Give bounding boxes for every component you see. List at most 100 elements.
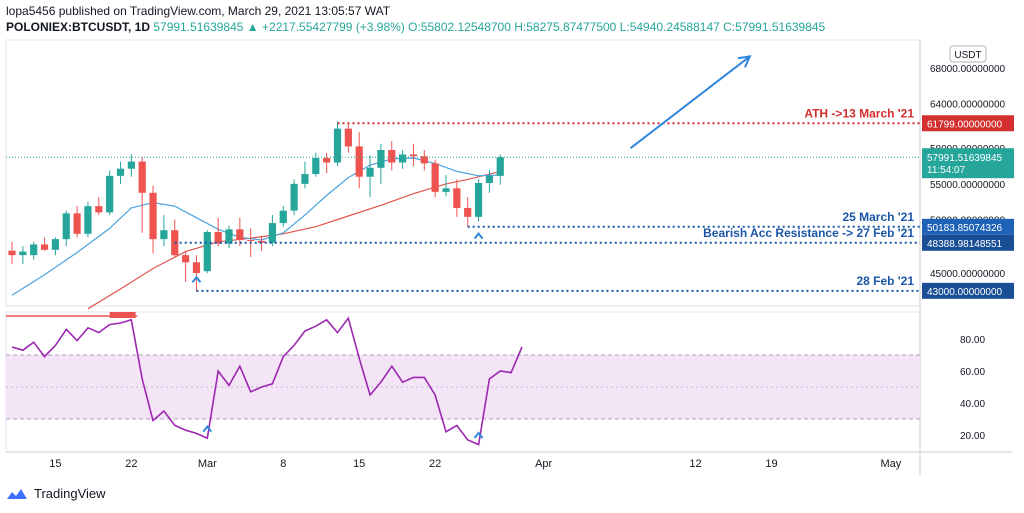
rsi-chevron-marker [202,424,213,433]
level-annotation: 28 Feb '21 [856,274,914,288]
candle-up [312,158,320,175]
time-tick-label: 15 [49,458,61,470]
brand-name: TradingView [34,486,106,501]
candle-up [203,232,211,272]
price-tick-label: 64000.00000000 [930,100,1006,111]
symbol-ohlc-line: POLONIEX:BTCUSDT, 1D 57991.51639845 ▲ +2… [6,20,825,34]
candle-down [214,232,222,244]
candle-up [399,154,407,163]
candle-up [84,206,92,234]
candle-up [116,168,125,176]
time-tick-label: 22 [125,458,137,470]
price-change: ▲ +2217.55427799 (+3.98%) [246,20,405,34]
candle-up [485,175,493,183]
price-chevron-marker [191,275,202,283]
rsi-chevron-marker [473,431,484,439]
candle-down [388,150,396,163]
candle-down [344,128,352,147]
candle-up [19,251,27,256]
level-price-badge [922,115,1014,132]
candle-down [182,255,190,263]
ma-slow-line [87,170,501,310]
candle-down [355,146,363,177]
candle-up [301,174,309,184]
countdown-label: 11:54:07 [927,165,966,176]
currency-box [949,45,987,63]
candle-down [323,158,331,163]
candle-down [409,154,418,157]
rsi-tick-label: 20.00 [960,431,985,442]
time-tick-label: 19 [765,458,777,470]
candle-down [453,188,461,208]
ohlc-high: H:58275.87477500 [514,20,617,34]
candle-up [366,167,374,177]
candle-down [40,244,49,250]
time-tick-label: 22 [429,458,441,470]
price-tick-label: 68000.00000000 [930,64,1006,75]
rsi-tick-label: 60.00 [960,367,985,378]
candle-up [225,229,233,244]
last-price-badge [922,148,1014,179]
candle-down [8,250,16,256]
rsi-line [11,316,523,446]
candle-down [236,229,244,241]
overbought-marker-block [109,312,136,318]
candle-down [73,213,81,234]
candle-up [160,230,168,240]
price-tick-label: 45000.00000000 [930,269,1006,280]
candle-up [377,150,385,168]
trend-arrow-head [737,55,752,68]
candle-up [290,183,298,211]
level-annotation: Bearish Acc Resistance -> 27 Feb '21 [703,226,914,240]
level-price-label: 48388.98148551 [927,239,1003,250]
price-tick-label: 55000.00000000 [930,180,1006,191]
level-price-label: 43000.00000000 [927,287,1003,298]
time-tick-label: May [880,458,901,470]
candle-down [420,156,428,164]
trend-arrow-shaft [629,55,751,150]
candle-up [496,157,504,176]
level-price-badge [922,218,1014,235]
time-tick-label: Apr [535,458,552,470]
candle-up [268,223,276,243]
level-price-label: 50183.85074326 [927,223,1003,234]
candle-up [62,213,70,240]
candle-down [247,240,255,242]
time-tick-label: 8 [280,458,286,470]
candle-down [149,192,157,240]
candle-down [192,262,201,273]
candle-up [333,128,342,163]
tradingview-logo-icon [7,488,27,499]
ohlc-open: O:55802.12548700 [408,20,511,34]
rsi-tick-label: 40.00 [960,399,985,410]
candle-up [51,239,59,250]
level-annotation: 25 March '21 [842,210,914,224]
currency-label: USDT [954,50,981,61]
publish-info: lopa5456 published on TradingView.com, M… [6,4,391,18]
candle-down [138,161,146,193]
level-price-badge [922,282,1014,299]
time-tick-label: 15 [353,458,365,470]
candle-up [106,175,114,213]
level-price-label: 61799.00000000 [927,119,1003,130]
price-chevron-marker [473,231,484,240]
last-price-header: 57991.51639845 [153,20,244,34]
ohlc-low: L:54940.24588147 [619,20,720,34]
level-annotation: ATH ->13 March '21 [804,106,914,120]
footer: TradingView [6,486,106,501]
ohlc-close: C:57991.51639845 [723,20,826,34]
candle-down [464,207,472,217]
last-price-label: 57991.51639845 [927,153,1003,164]
symbol-title: POLONIEX:BTCUSDT, 1D [6,20,151,34]
rsi-tick-label: 80.00 [960,335,985,346]
time-tick-label: 12 [689,458,701,470]
time-tick-label: Mar [198,458,217,470]
level-price-badge [922,234,1014,251]
candle-up [127,161,135,169]
candle-up [474,182,483,217]
candle-up [442,188,450,192]
candle-down [431,163,439,192]
candle-up [30,244,38,256]
